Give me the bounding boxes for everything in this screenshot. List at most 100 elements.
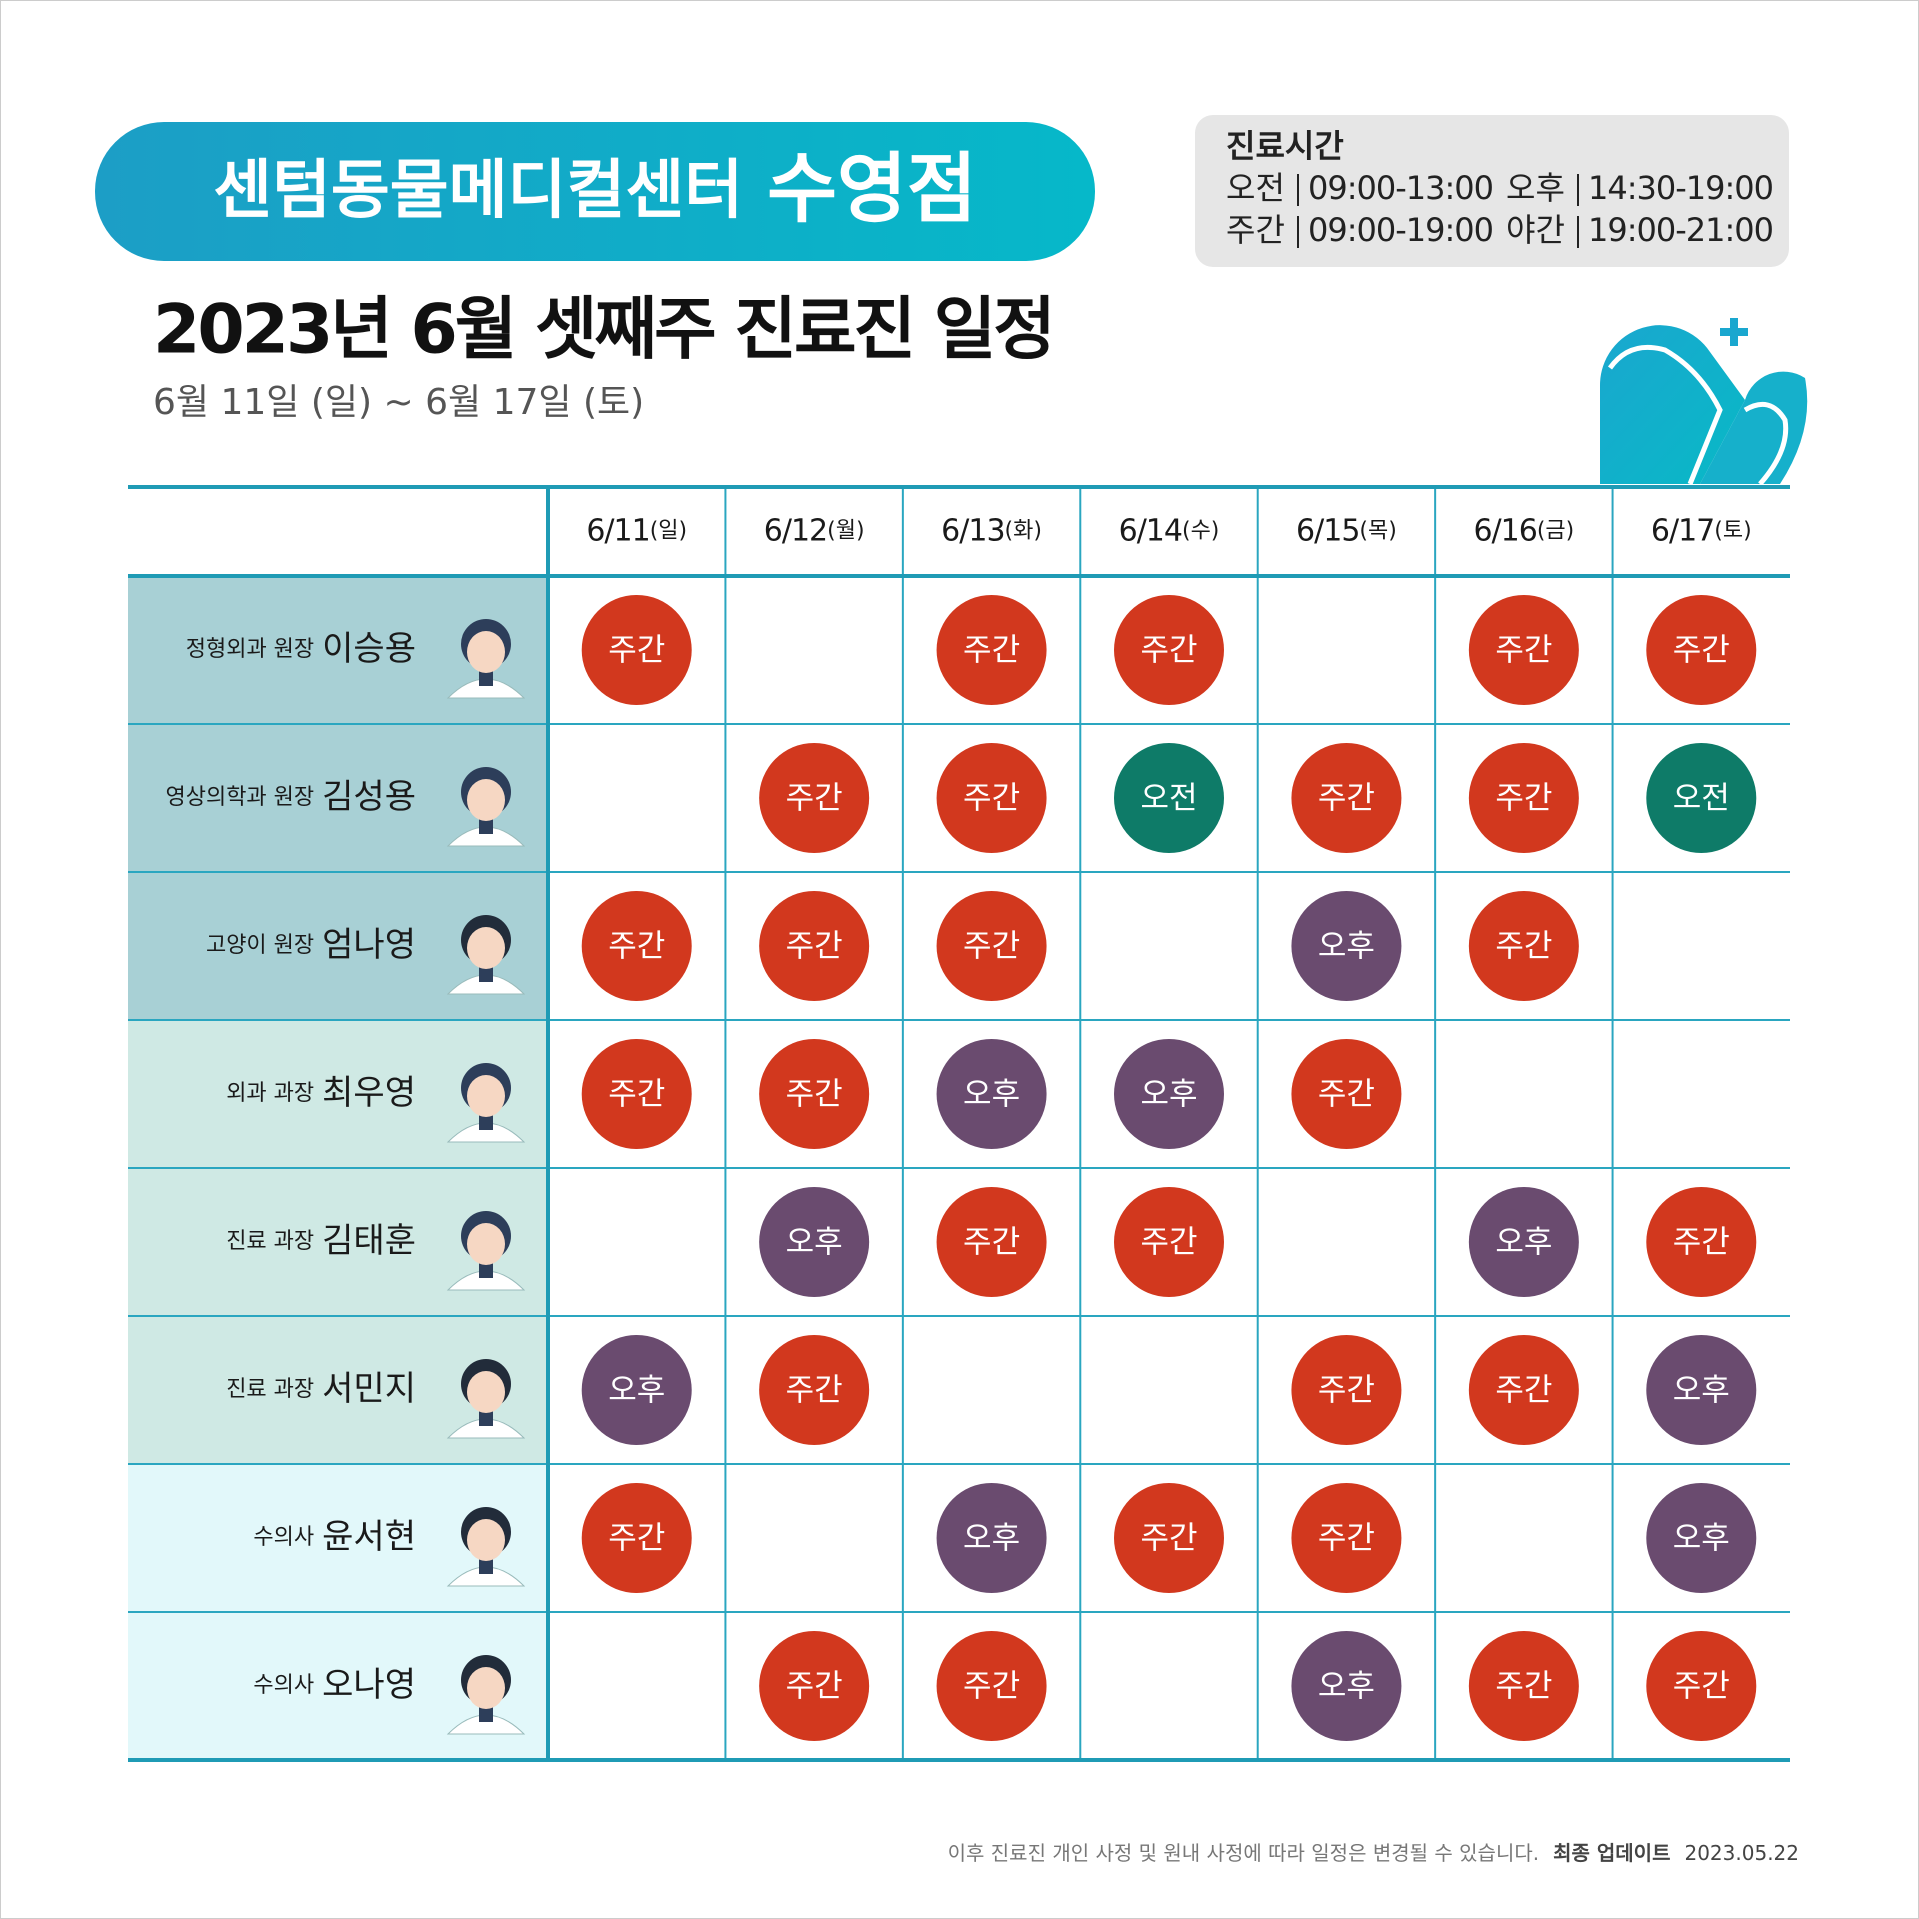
shift-badge bbox=[759, 1631, 870, 1741]
shift-badge bbox=[581, 891, 692, 1001]
shift-badge bbox=[1468, 1631, 1579, 1741]
shift-badge bbox=[759, 1187, 870, 1297]
hours-box bbox=[1195, 115, 1789, 267]
column-date: 6/15 bbox=[1296, 513, 1359, 548]
column-day: (일) bbox=[650, 519, 687, 544]
avatar-face bbox=[467, 1223, 505, 1265]
shift-badge bbox=[936, 1483, 1047, 1593]
shift-label: 주간 bbox=[1318, 1077, 1375, 1113]
shift-badge bbox=[1646, 743, 1757, 853]
column-header: 6/17(토) bbox=[1651, 513, 1752, 548]
doctor-name: 김성용 bbox=[322, 777, 416, 817]
shift-badge bbox=[936, 1039, 1047, 1149]
column-date: 6/17 bbox=[1651, 513, 1714, 548]
shift-badge bbox=[1291, 743, 1402, 853]
shift-label: 주간 bbox=[608, 1077, 665, 1113]
column-header: 6/12(월) bbox=[764, 513, 865, 548]
shift-label: 오후 bbox=[1318, 1669, 1375, 1705]
shift-badge bbox=[759, 1335, 870, 1445]
pet-icon bbox=[1600, 318, 1808, 486]
shift-badge bbox=[1646, 1631, 1757, 1741]
shift-label: 오후 bbox=[1673, 1521, 1730, 1557]
shift-label: 주간 bbox=[1140, 633, 1197, 669]
avatar-face bbox=[467, 927, 505, 969]
shift-badge bbox=[1291, 891, 1402, 1001]
shift-label: 주간 bbox=[1495, 929, 1552, 965]
hours-time: 14:30-19:00 bbox=[1588, 169, 1773, 207]
shift-label: 주간 bbox=[786, 1669, 843, 1705]
doctor-label: 진료 과장 서민지 bbox=[226, 1369, 416, 1409]
shift-badge bbox=[581, 1039, 692, 1149]
shift-label: 주간 bbox=[1318, 1373, 1375, 1409]
shift-badge bbox=[1468, 1187, 1579, 1297]
shift-label: 주간 bbox=[963, 633, 1020, 669]
update-label: 최종 업데이트 bbox=[1553, 1841, 1670, 1865]
doctor-name: 최우영 bbox=[322, 1073, 416, 1113]
update-date: 2023.05.22 bbox=[1684, 1841, 1799, 1865]
shift-badge bbox=[1114, 743, 1224, 853]
shift-label: 주간 bbox=[608, 929, 665, 965]
shift-badge bbox=[581, 1335, 692, 1445]
shift-label: 주간 bbox=[1673, 633, 1730, 669]
shift-badge bbox=[1114, 595, 1224, 705]
shift-label: 오후 bbox=[963, 1521, 1020, 1557]
column-header: 6/16(금) bbox=[1473, 513, 1574, 548]
column-date: 6/11 bbox=[586, 513, 649, 548]
shift-label: 오후 bbox=[1318, 929, 1375, 965]
shift-badge bbox=[1646, 1483, 1757, 1593]
doctor-label: 고양이 원장 엄나영 bbox=[206, 925, 416, 965]
column-date: 6/13 bbox=[941, 513, 1004, 548]
hours-time: 19:00-21:00 bbox=[1588, 211, 1773, 249]
shift-label: 주간 bbox=[963, 929, 1020, 965]
shift-label: 주간 bbox=[963, 781, 1020, 817]
hours-time: 09:00-13:00 bbox=[1308, 169, 1493, 207]
shift-badge bbox=[1114, 1483, 1224, 1593]
badge-name: 센텀동물메디컬센터 bbox=[213, 154, 743, 228]
doctor-label: 정형외과 원장 이승용 bbox=[186, 629, 416, 669]
doctor-role: 영상의학과 원장 bbox=[165, 785, 314, 810]
shift-badge bbox=[936, 891, 1047, 1001]
hours-label: 주간 bbox=[1226, 211, 1285, 249]
shift-label: 주간 bbox=[1495, 1373, 1552, 1409]
doctor-role: 진료 과장 bbox=[226, 1377, 314, 1402]
doctor-name: 엄나영 bbox=[322, 925, 416, 965]
column-date: 6/14 bbox=[1119, 513, 1182, 548]
shift-label: 주간 bbox=[963, 1669, 1020, 1705]
shift-badge bbox=[759, 891, 870, 1001]
shift-badge bbox=[936, 1631, 1047, 1741]
doctor-role: 진료 과장 bbox=[226, 1229, 314, 1254]
shift-badge bbox=[1468, 743, 1579, 853]
shift-badge bbox=[759, 1039, 870, 1149]
shift-label: 주간 bbox=[786, 929, 843, 965]
shift-label: 주간 bbox=[1140, 1521, 1197, 1557]
shift-label: 주간 bbox=[1673, 1225, 1730, 1261]
shift-label: 주간 bbox=[1495, 781, 1552, 817]
hours-label: 오전 bbox=[1226, 169, 1285, 207]
doctor-label: 수의사 오나영 bbox=[253, 1665, 416, 1705]
doctor-label: 수의사 윤서현 bbox=[253, 1517, 416, 1557]
shift-label: 주간 bbox=[608, 633, 665, 669]
doctor-name: 오나영 bbox=[322, 1665, 416, 1705]
shift-badge bbox=[936, 743, 1047, 853]
column-day: (금) bbox=[1537, 519, 1574, 544]
avatar-face bbox=[467, 1371, 505, 1413]
doctor-name: 서민지 bbox=[322, 1369, 416, 1409]
shift-label: 오후 bbox=[1140, 1077, 1197, 1113]
doctor-label: 외과 과장 최우영 bbox=[226, 1073, 416, 1113]
badge bbox=[95, 122, 1095, 261]
shift-badge bbox=[1646, 1335, 1757, 1445]
shift-badge bbox=[1291, 1483, 1402, 1593]
avatar-face bbox=[467, 1075, 505, 1117]
column-header: 6/11(일) bbox=[586, 513, 687, 548]
hours-title: 진료시간 bbox=[1226, 127, 1344, 165]
shift-label: 주간 bbox=[786, 781, 843, 817]
subtitle: 6월 11일 (일) ~ 6월 17일 (토) bbox=[153, 382, 644, 423]
shift-label: 주간 bbox=[786, 1373, 843, 1409]
avatar-face bbox=[467, 779, 505, 821]
shift-label: 주간 bbox=[608, 1521, 665, 1557]
column-day: (화) bbox=[1005, 519, 1042, 544]
doctor-name: 이승용 bbox=[322, 629, 416, 669]
title: 2023년 6월 셋째주 진료진 일정 bbox=[153, 291, 1053, 370]
hours-list: 오전 09:00-13:00 오후 14:30-19:00 주간 09:00-19:00 야… bbox=[1226, 169, 1774, 249]
